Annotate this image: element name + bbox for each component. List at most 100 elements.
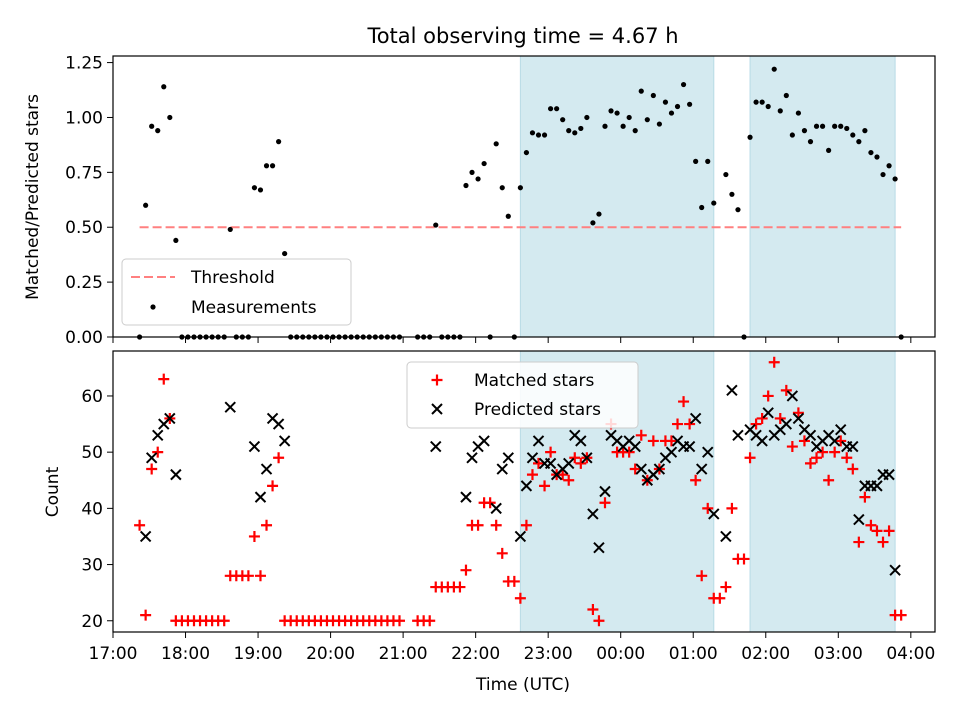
matched-star-marker <box>563 474 575 486</box>
measurement-point <box>547 106 554 112</box>
predicted-star-marker <box>804 429 817 442</box>
x-tick-label: 18:00 <box>161 644 210 664</box>
matched-star-marker <box>545 446 557 458</box>
predicted-star-marker <box>145 452 158 464</box>
x-tick-label: 00:00 <box>596 644 645 664</box>
predicted-star-marker <box>792 412 805 425</box>
y-tick-label: 0.50 <box>65 218 103 238</box>
x-tick-label: 01:00 <box>669 644 718 664</box>
predicted-star-marker <box>170 468 182 481</box>
predicted-star-marker <box>502 452 514 464</box>
measurement-point <box>227 226 233 233</box>
matched-star-marker <box>780 384 792 396</box>
measurement-point <box>807 139 814 145</box>
predicted-star-marker <box>466 452 478 464</box>
measurement-point <box>729 191 735 197</box>
predicted-star-marker <box>828 435 841 447</box>
predicted-star-marker <box>708 508 720 520</box>
measurement-point <box>481 160 487 167</box>
measurement-point <box>656 121 662 127</box>
measurement-point <box>735 207 741 213</box>
observing-window-shade <box>749 55 896 338</box>
matched-star-marker <box>152 446 164 458</box>
predicted-star-marker <box>780 418 793 430</box>
legend-matched-label: Matched stars <box>474 371 594 391</box>
matched-star-marker <box>744 452 756 464</box>
predicted-star-marker <box>695 463 708 475</box>
x-tick-label: 20:00 <box>306 644 355 664</box>
matched-star-marker <box>647 435 659 447</box>
measurement-point <box>674 103 681 110</box>
measurement-point <box>862 128 868 134</box>
matched-star-marker <box>672 418 684 430</box>
matched-star-marker <box>593 615 605 627</box>
legend-predicted-swatch <box>431 403 443 415</box>
predicted-star-marker <box>599 485 611 498</box>
matched-star-marker <box>158 373 170 385</box>
matched-star-marker <box>762 390 774 402</box>
predicted-star-marker <box>762 407 774 419</box>
y-tick-label: 1.25 <box>65 54 103 74</box>
measurement-point <box>620 123 626 129</box>
measurement-point <box>850 132 856 138</box>
matched-star-marker <box>811 452 823 464</box>
y-tick-label: 30 <box>81 556 103 576</box>
predicted-star-marker <box>254 491 267 503</box>
matched-star-marker <box>520 519 532 531</box>
measurement-point <box>886 163 892 169</box>
predicted-star-marker <box>490 502 502 515</box>
predicted-star-marker <box>587 508 599 520</box>
matched-star-marker <box>460 564 472 576</box>
measurement-point <box>801 128 808 134</box>
matched-star-marker <box>526 469 538 481</box>
matched-star-marker <box>134 519 146 531</box>
measurement-point <box>759 99 765 105</box>
measurement-point <box>687 101 693 107</box>
predicted-star-marker <box>544 457 557 470</box>
predicted-star-marker <box>786 390 799 402</box>
matched-star-marker <box>684 418 696 430</box>
predicted-star-marker <box>871 480 883 492</box>
matched-star-marker <box>267 480 279 492</box>
measurement-point <box>699 204 705 211</box>
bottom-legend: Matched stars Predicted stars <box>406 361 639 429</box>
legend-box <box>406 361 639 429</box>
matched-star-marker <box>599 497 611 509</box>
predicted-star-marker <box>847 440 859 453</box>
legend-measurement-label: Measurements <box>191 298 317 318</box>
measurement-point <box>668 110 675 116</box>
measurement-point <box>155 128 161 134</box>
predicted-star-marker <box>889 564 901 576</box>
legend-threshold-label: Threshold <box>190 268 275 288</box>
predicted-star-marker <box>702 446 714 458</box>
measurement-point <box>723 171 729 178</box>
predicted-star-marker <box>224 401 236 413</box>
measurement-point <box>499 185 505 191</box>
measurement-point <box>578 125 584 132</box>
matched-star-marker <box>140 609 152 621</box>
measurement-point <box>251 185 258 191</box>
measurement-point <box>632 128 638 134</box>
predicted-star-marker <box>478 435 490 447</box>
measurement-point <box>282 250 288 257</box>
measurement-point <box>572 130 578 136</box>
measurement-point <box>753 99 759 105</box>
measurement-point <box>783 92 789 99</box>
predicted-star-marker <box>139 530 152 543</box>
x-tick-label: 17:00 <box>89 644 138 664</box>
matched-star-marker <box>484 497 496 509</box>
matched-star-marker <box>702 502 714 514</box>
measurement-point <box>463 182 469 189</box>
y-tick-label: 50 <box>81 443 103 463</box>
matched-star-marker <box>786 441 798 453</box>
measurement-point <box>541 132 548 138</box>
matched-star-marker <box>792 407 804 419</box>
x-tick-label: 19:00 <box>234 644 283 664</box>
measurement-point <box>813 123 820 129</box>
predicted-star-marker <box>164 412 176 425</box>
x-tick-label: 04:00 <box>886 644 935 664</box>
matched-star-marker <box>254 570 266 582</box>
predicted-star-marker <box>653 463 666 475</box>
matched-star-marker <box>817 446 829 458</box>
